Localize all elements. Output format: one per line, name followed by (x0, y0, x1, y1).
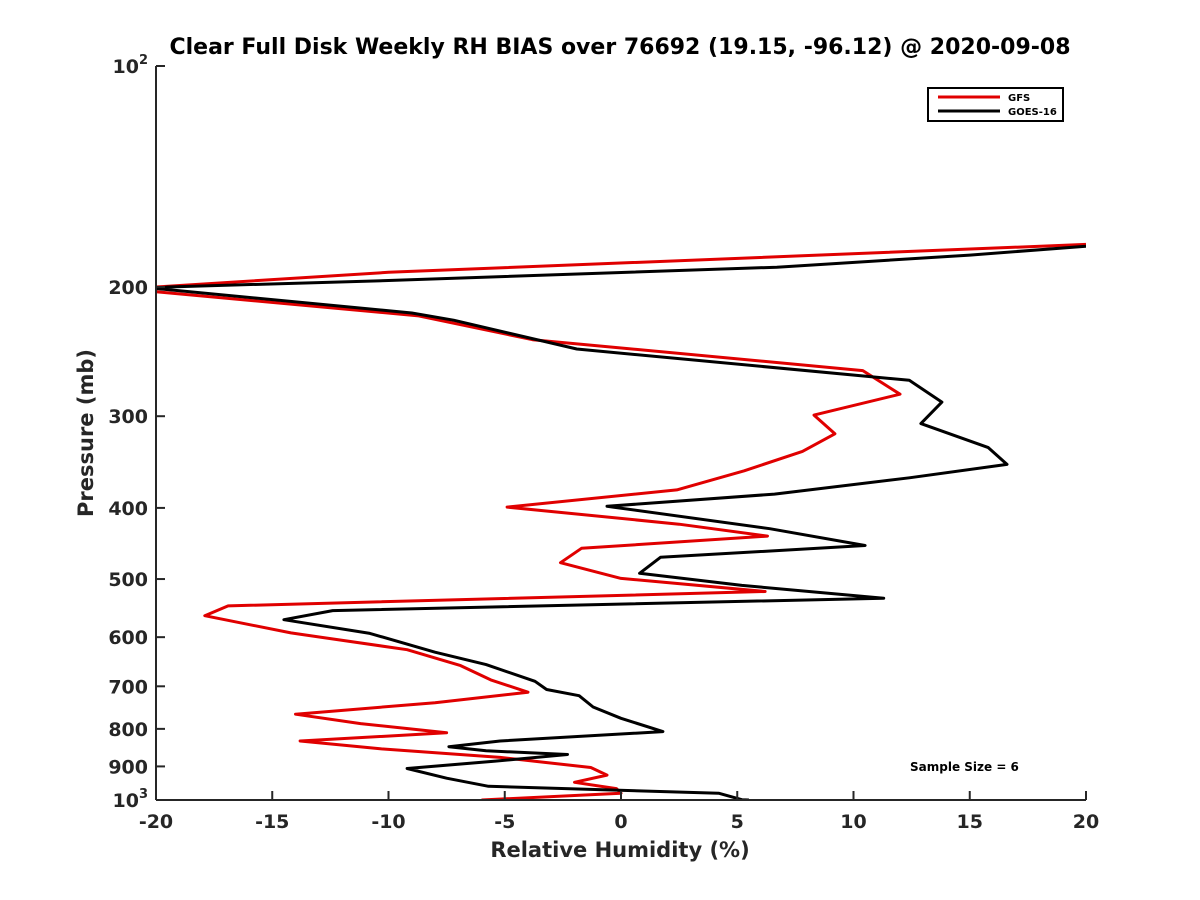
plot-area (156, 242, 1086, 800)
x-tick-label: -10 (371, 811, 405, 833)
x-tick-label: -20 (139, 811, 173, 833)
x-tick-label: 10 (840, 811, 866, 833)
y-tick-label: 103 (113, 787, 149, 812)
legend-box (927, 87, 1064, 122)
x-axis-label: Relative Humidity (%) (490, 838, 749, 862)
y-tick-label: 900 (108, 756, 148, 778)
axis-ticks: -20 -15 -10 -5 0 5 10 15 20 102 200 300 400 500 600 700… (108, 53, 1099, 833)
chart-title: Clear Full Disk Weekly RH BIAS over 7669… (169, 35, 1070, 60)
x-tick-label: 0 (614, 811, 627, 833)
legend-label: GFS (1008, 93, 1030, 104)
x-tick-label: -15 (255, 811, 289, 833)
y-tick-label: 600 (108, 627, 148, 649)
y-tick-label: 800 (108, 719, 148, 741)
sample-size-annotation: Sample Size = 6 (910, 760, 1019, 774)
y-tick-label: 500 (108, 569, 148, 591)
series-line-goes-16 (156, 244, 1086, 800)
y-tick-label: 200 (108, 277, 148, 299)
y-axis-label: Pressure (mb) (74, 349, 98, 517)
legend-label: GOES-16 (1008, 107, 1057, 118)
legend: GFS GOES-16 (927, 87, 1064, 122)
y-tick-label: 400 (108, 498, 148, 520)
y-tick-label: 102 (113, 53, 149, 78)
x-tick-label: -5 (494, 811, 515, 833)
x-tick-label: 15 (957, 811, 983, 833)
y-tick-label: 700 (108, 676, 148, 698)
x-tick-label: 5 (731, 811, 744, 833)
x-tick-label: 20 (1073, 811, 1099, 833)
y-tick-label: 300 (108, 406, 148, 428)
series-line-gfs (156, 242, 1086, 800)
